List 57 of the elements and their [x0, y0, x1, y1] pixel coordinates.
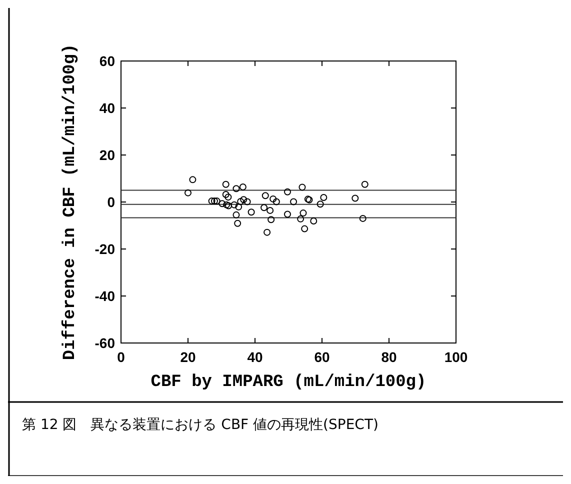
point: [218, 200, 226, 208]
x-tick-label: 20: [180, 349, 196, 365]
point: [248, 208, 255, 216]
point: [262, 192, 269, 200]
point: [222, 190, 230, 198]
point: [361, 180, 368, 188]
x-tick-label: 60: [314, 349, 330, 365]
point: [300, 210, 307, 217]
y-tick-label: 60: [99, 53, 116, 69]
point: [352, 194, 359, 202]
point: [290, 198, 298, 206]
point: [240, 196, 248, 204]
y-tick-label: -40: [94, 288, 116, 304]
point: [223, 201, 230, 208]
point: [189, 176, 196, 184]
y-tick-label: 20: [99, 147, 116, 163]
point: [359, 214, 366, 222]
point: [230, 201, 238, 208]
point: [239, 183, 246, 190]
point: [272, 198, 280, 206]
point: [224, 194, 232, 201]
point: [232, 185, 240, 192]
text: 第 12 図 異なる装置における CBF 値の再現性(SPECT): [22, 417, 378, 433]
point: [232, 211, 240, 218]
point: [297, 215, 304, 222]
point: [316, 200, 324, 208]
y-tick-label: 0: [107, 194, 116, 210]
point: [210, 198, 218, 205]
point: [184, 189, 192, 196]
point: [284, 210, 291, 218]
point: [213, 198, 220, 205]
point: [298, 184, 306, 191]
point: [301, 225, 308, 232]
point: [244, 198, 251, 206]
point: [260, 204, 268, 212]
y-tick-label: -20: [94, 241, 116, 257]
point: [270, 195, 277, 202]
point: [284, 188, 291, 196]
point: [264, 228, 271, 236]
point: [234, 220, 242, 227]
y-tick-label: 40: [99, 100, 116, 116]
x-tick-label: 40: [247, 349, 263, 365]
point: [310, 218, 318, 225]
point: [268, 216, 275, 224]
y-axis-title: Difference in CBF (mL/min/100g): [61, 44, 80, 360]
point: [266, 206, 274, 214]
x-tick-label: 80: [381, 349, 397, 365]
x-tick-label: 100: [444, 349, 468, 365]
point: [237, 198, 244, 206]
x-tick-label: 0: [117, 349, 126, 365]
point: [225, 202, 232, 210]
y-tick-label: -60: [94, 335, 116, 351]
point: [222, 180, 230, 188]
point: [320, 194, 328, 202]
x-axis-title: CBF by IMPARG (mL/min/100g): [150, 373, 426, 392]
point: [208, 198, 216, 205]
point: [235, 203, 242, 210]
